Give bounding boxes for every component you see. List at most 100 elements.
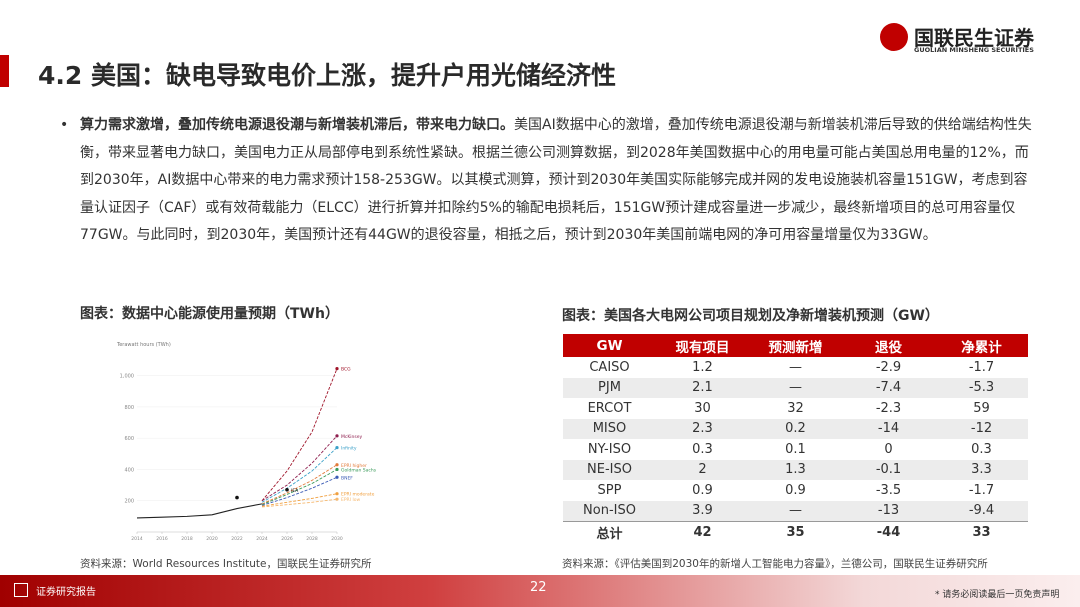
series-point [235,495,239,500]
table-row: Non-ISO 3.9— -13 -9.4 [563,500,1028,522]
footer-band [0,575,1080,607]
logo-subtext: GUOLIAN MINSHENG SECURITIES [914,46,1034,54]
table-cell: — [749,377,842,398]
table-cell: 0.3 [692,441,713,457]
series-line [261,498,338,508]
table-row: ERCOT 30 32 -2.3 59 [563,398,1028,419]
table-cell: 0 [884,441,893,457]
series-line [261,493,338,507]
logo-text: 国联民生证券 [914,26,1034,50]
table-cell: -1.7 [968,359,995,375]
logo-icon [880,23,908,51]
footer-icon [14,583,28,597]
series-line [136,503,263,519]
total-cell: 35 [749,521,842,543]
header-cell: 退役 [842,334,935,357]
figure-source: 资料来源：World Resources Institute，国联民生证券研究所 [80,558,372,570]
bullet-bold: 算力需求激增，叠加传统电源退役潮与新增装机滞后，带来电力缺口。 [80,117,514,133]
series-label: McKinsey [341,434,363,440]
table-row: CAISO 1.2 — -2.9 -1.7 [563,357,1028,378]
table-cell: -5.3 [935,377,1028,398]
x-tick-label: 2018 [181,536,193,542]
bullet-text: 算力需求激增，叠加传统电源退役潮与新增装机滞后，带来电力缺口。美国AI数据中心的… [80,112,1040,250]
table-row: SPP 0.9 0.9 -3.5 -1.7 [563,480,1028,501]
x-tick-label: 2014 [131,536,143,542]
series-line [261,476,338,506]
header-row: GW 现有项目 预测新增 退役 净累计 [563,334,1028,357]
table-cell: 59 [973,400,990,416]
figure-caption: 图表：数据中心能源使用量预期（TWh） [80,306,339,322]
table: GW 现有项目 预测新增 退役 净累计 CAISO 1.2— -2.9 -1.7 PJM 2.1— -… [563,334,1028,543]
table-row: PJM 2.1— -7.4 -5.3 [563,377,1028,398]
y-tick-label: 1,000 [120,374,134,380]
bullet-body: 美国AI数据中心的激增，叠加传统电源退役潮与新增装机滞后导致的供给端结构性失衡，… [80,117,1032,243]
series-label: Goldman Sachs [341,467,377,473]
title-accent [0,55,9,87]
y-tick-label: 400 [124,467,134,473]
table-cell: 30 [694,400,711,416]
x-tick-label: 2022 [231,536,243,542]
table-cell: -14 [842,418,935,439]
header-cell: GW [563,334,656,357]
y-tick-label: 600 [124,436,134,442]
table-row: NE-ISO 2 1.3 -0.1 3.3 [563,459,1028,480]
total-cell: 总计 [563,521,656,543]
slide-title: 4.2 美国：缺电导致电价上涨，提升户用光储经济性 [38,61,616,90]
x-tick-label: 2024 [256,536,268,542]
table-cell: -13 [842,500,935,522]
table-cell: -3.5 [875,482,902,498]
total-cell: 42 [656,521,749,543]
page-number: 22 [530,580,547,595]
series-label: IEA [291,488,299,494]
series-label: EPRI low [341,497,360,503]
y-tick-label: 800 [124,405,134,411]
table-cell: 2.3 [656,418,749,439]
table-cell: — [749,500,842,522]
table-caption: 图表：美国各大电网公司项目规划及净新增装机预测（GW） [562,308,939,324]
table-cell: NE-ISO [563,459,656,480]
table-cell: -2.3 [875,400,902,416]
y-tick-label: 200 [124,499,134,505]
total-cell: -44 [842,521,935,543]
table-cell: 0.1 [785,441,806,457]
table-cell: CAISO [589,359,630,375]
series-line [261,469,338,506]
table-cell: ERCOT [587,400,632,416]
total-row: 总计 42 35 -44 33 [563,521,1028,543]
series-point [285,487,289,492]
table-cell: 1.3 [749,459,842,480]
end-point [335,492,339,496]
series-line [261,447,338,503]
table-cell: -12 [935,418,1028,439]
x-tick-label: 2016 [156,536,168,542]
series-label: BNEF [341,475,353,481]
x-tick-label: 2026 [281,536,293,542]
table-cell: PJM [563,377,656,398]
table-cell: -7.4 [842,377,935,398]
table-cell: -0.1 [842,459,935,480]
series-line [261,368,338,502]
table-cell: MISO [563,418,656,439]
end-point [335,475,339,479]
table-cell: 1.2 [692,359,713,375]
table-cell: — [789,359,802,375]
table-cell: 2 [656,459,749,480]
table-cell: NY-ISO [587,441,632,457]
table-row: NY-ISO 0.3 0.1 0 0.3 [563,439,1028,460]
table-cell: 3.9 [656,500,749,522]
table-source: 资料来源：《评估美国到2030年的新增人工智能电力容量》，兰德公司，国联民生证券… [562,558,988,570]
bullet: • [60,117,69,133]
series-line [261,435,338,502]
end-point [335,367,339,371]
table-cell: 0.9 [785,482,806,498]
table-cell: 0.2 [749,418,842,439]
series-label: EPRI higher [341,463,367,469]
series-label: EPRI moderate [341,492,375,498]
series-line [261,464,338,505]
footer-note: * 请务必阅读最后一页免责声明 [935,590,1060,600]
table-cell: SPP [597,482,622,498]
series-label: BCG [341,367,351,373]
header-cell: 现有项目 [656,334,749,357]
table-row: MISO 2.3 0.2 -14 -12 [563,418,1028,439]
